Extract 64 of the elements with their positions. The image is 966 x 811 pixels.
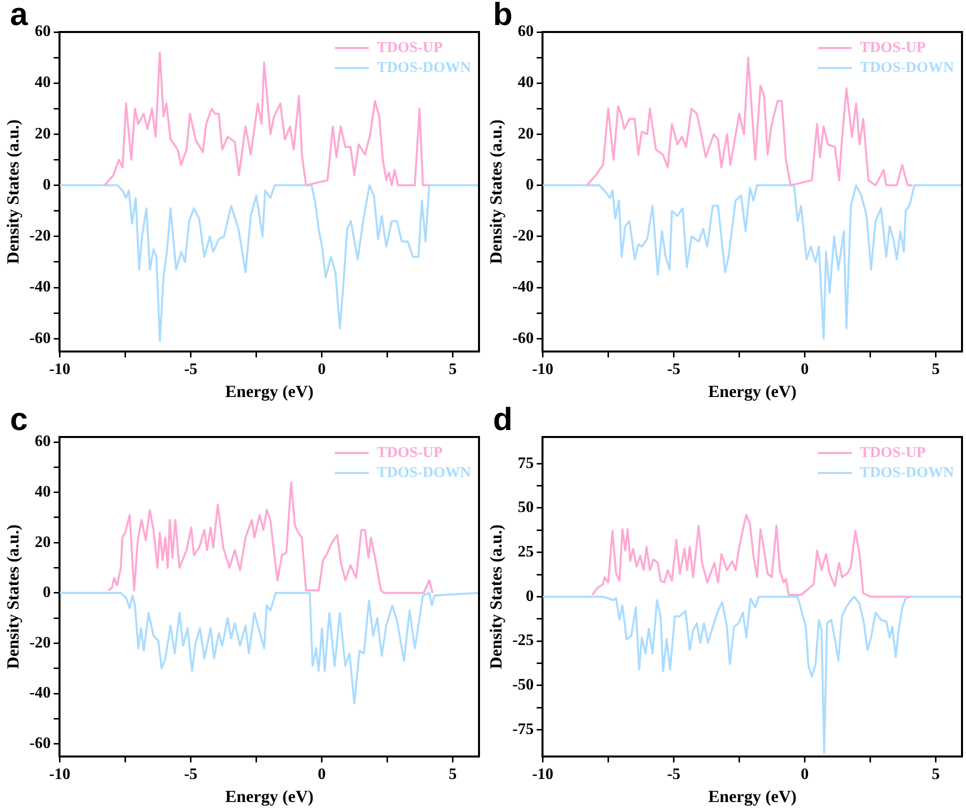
- y-tick-label: 0: [526, 176, 534, 194]
- y-tick-label: -60: [29, 734, 51, 752]
- x-tick-label: -10: [49, 361, 70, 378]
- x-axis-title: Energy (eV): [708, 787, 797, 806]
- y-tick-label: 75: [518, 454, 534, 472]
- legend-label: TDOS-DOWN: [376, 464, 472, 481]
- x-tick-label: -5: [667, 361, 680, 378]
- x-tick-label: 5: [932, 766, 940, 784]
- y-tick-label: 50: [518, 499, 534, 516]
- x-tick-label: 5: [448, 766, 457, 784]
- legend-label: TDOS-DOWN: [860, 464, 954, 481]
- y-tick-label: -60: [512, 330, 534, 347]
- y-tick-label: 40: [518, 74, 534, 92]
- chart-title: b: [493, 0, 513, 33]
- x-tick-label: -5: [184, 361, 198, 378]
- y-tick-label: 60: [34, 433, 51, 450]
- x-tick-label: -5: [667, 766, 680, 784]
- y-tick-label: 20: [34, 534, 51, 551]
- y-tick-label: 25: [518, 543, 534, 560]
- x-tick-label: 5: [448, 361, 457, 378]
- y-tick-label: -40: [29, 278, 51, 296]
- legend-label: TDOS-UP: [860, 40, 926, 56]
- y-tick-label: 0: [42, 584, 51, 602]
- y-tick-label: -40: [512, 278, 534, 296]
- legend-label: TDOS-DOWN: [860, 60, 954, 76]
- x-tick-label: 0: [318, 766, 326, 784]
- y-tick-label: -60: [29, 330, 51, 347]
- chart-title: c: [10, 401, 28, 438]
- legend-label: TDOS-UP: [376, 40, 443, 56]
- y-tick-label: 60: [518, 23, 534, 40]
- y-tick-label: -75: [512, 720, 534, 738]
- chart-title: d: [493, 401, 513, 438]
- y-tick-label: -20: [29, 634, 51, 652]
- x-tick-label: -10: [49, 766, 70, 784]
- legend-label: TDOS-DOWN: [376, 60, 472, 76]
- y-tick-label: 20: [518, 125, 534, 142]
- x-axis-title: Energy (eV): [708, 382, 797, 402]
- x-axis-title: Energy (eV): [225, 382, 314, 402]
- y-tick-label: -40: [29, 684, 51, 702]
- y-tick-label: 40: [34, 74, 51, 92]
- legend-label: TDOS-UP: [860, 444, 926, 461]
- y-tick-label: 40: [34, 483, 51, 500]
- y-axis-title: Density States (a.u.): [486, 524, 506, 669]
- y-axis-title: Density States (a.u.): [486, 119, 506, 264]
- x-tick-label: 0: [800, 766, 809, 784]
- y-tick-label: 60: [34, 23, 51, 40]
- x-axis-title: Energy (eV): [225, 787, 314, 806]
- y-tick-label: -25: [512, 632, 534, 650]
- x-tick-label: -10: [532, 361, 554, 378]
- y-axis-title: Density States (a.u.): [4, 524, 23, 669]
- y-tick-label: 20: [34, 125, 51, 142]
- y-tick-label: -20: [29, 228, 51, 245]
- y-tick-label: 0: [42, 176, 51, 194]
- y-tick-label: 0: [526, 588, 534, 605]
- x-tick-label: 0: [800, 361, 809, 378]
- x-tick-label: 0: [318, 361, 326, 378]
- x-tick-label: -10: [532, 766, 554, 784]
- x-tick-label: 5: [932, 361, 940, 378]
- y-tick-label: -20: [512, 228, 534, 245]
- legend-label: TDOS-UP: [376, 444, 443, 461]
- chart-title: a: [10, 0, 28, 33]
- y-tick-label: -50: [512, 676, 534, 694]
- y-axis-title: Density States (a.u.): [4, 119, 23, 264]
- x-tick-label: -5: [184, 766, 198, 784]
